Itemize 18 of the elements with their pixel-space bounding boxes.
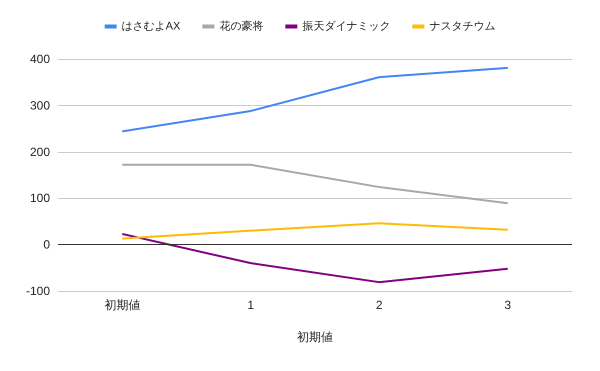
y-tick-label: 200 — [30, 144, 50, 159]
line-series — [121, 232, 509, 284]
x-tick-label: 1 — [247, 298, 254, 312]
y-tick-label: 100 — [30, 191, 50, 206]
legend-label: 花の豪将 — [219, 20, 264, 32]
y-tick-label: 400 — [30, 52, 50, 66]
y-tick-label: -100 — [26, 284, 50, 298]
x-tick-label: 2 — [376, 298, 383, 312]
y-tick-label: 300 — [30, 98, 50, 112]
legend-label: ナスタチウム — [429, 20, 496, 32]
x-tick-label: 3 — [504, 298, 512, 312]
line-series — [121, 66, 509, 132]
x-tick-label: 初期値 — [104, 298, 140, 312]
x-axis-title: 初期値 — [297, 330, 333, 344]
y-tick-label: 0 — [43, 238, 50, 252]
line-series — [121, 222, 509, 240]
legend-label: 振天ダイナミック — [302, 20, 390, 32]
legend-label: はさむよAX — [122, 20, 181, 32]
